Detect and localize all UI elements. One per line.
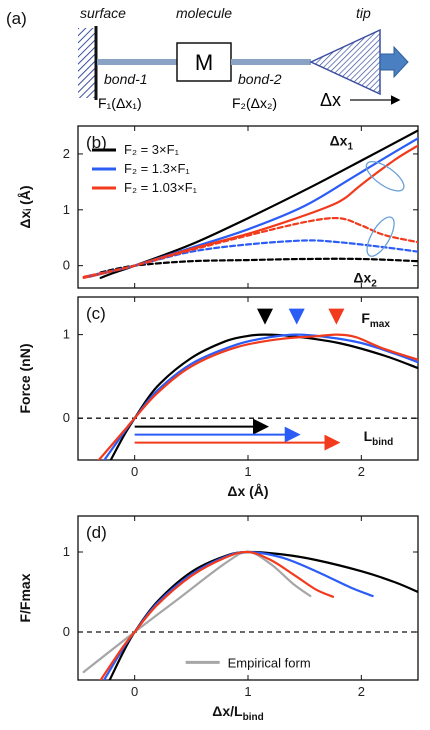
schematic-panel: (a) surface M molecule tip bond-1 bond-2… [6, 5, 409, 111]
x-tick-label: 1 [244, 684, 251, 699]
y-tick-label: 1 [63, 327, 70, 342]
series-line-red [99, 550, 335, 680]
series-group [82, 129, 418, 279]
dx-label: Δx [320, 90, 341, 110]
tip-shape [309, 28, 381, 96]
series-line-red [97, 333, 418, 460]
series-line-red-dashed [82, 216, 418, 278]
y-tick-label: 0 [63, 624, 70, 639]
legend-entry: F₂ = 3×F₁ [124, 142, 180, 157]
y-tick-label: 0 [63, 258, 70, 273]
pull-arrow-icon [379, 45, 409, 79]
chart-panel-c: 0 1 2 0 1 (c) Force (nN) Δx (Å) Fmax Lbind [17, 296, 419, 499]
y-tick-label: 1 [63, 202, 70, 217]
y-axis-label: Δxᵢ (Å) [17, 185, 33, 228]
y-tick-label: 1 [63, 544, 70, 559]
bond-1-line [97, 59, 177, 65]
f2-label: F₂(Δx₂) [232, 95, 277, 111]
legend-entry: F₂ = 1.03×F₁ [124, 180, 198, 195]
annotation-ellipse-dx1 [365, 161, 405, 192]
annotation-ellipse-dx2 [366, 216, 395, 257]
panel-label: (b) [86, 133, 107, 152]
plots: 0 1 2 (b) Δxᵢ (Å) F₂ = 3×F₁ F₂ = 1.3×F₁ F₂ = 1.… [17, 125, 419, 723]
series-line-blue [88, 137, 418, 278]
molecule-m-label: M [195, 50, 213, 75]
y-tick-label: 2 [63, 146, 70, 161]
x-tick-label: 2 [358, 464, 365, 479]
x-tick-label: 0 [131, 464, 138, 479]
bond-2-label: bond-2 [238, 71, 282, 87]
bond-2-line [231, 59, 311, 65]
molecule-label: molecule [176, 5, 232, 21]
series-line-black [109, 333, 418, 460]
y-axis-label: F/Fmax [17, 573, 33, 622]
panel-label: (c) [86, 304, 106, 323]
panel-a-label: (a) [6, 9, 27, 28]
annotation-dx1: Δx1 [330, 133, 354, 153]
x-tick-label: 0 [131, 684, 138, 699]
x-axis-label: Δx/Lbind [212, 703, 263, 723]
x-tick-label: 2 [358, 684, 365, 699]
series-line-black [99, 129, 418, 279]
lbind-label: Lbind [364, 428, 394, 448]
annotation-dx2: Δx2 [353, 269, 377, 289]
y-tick-label: 0 [63, 410, 70, 425]
f1-label: F₁(Δx₁) [98, 95, 142, 111]
surface-hatch [78, 28, 96, 98]
panel-label: (d) [86, 523, 107, 542]
tip-label: tip [356, 5, 371, 21]
y-axis-label: Force (nN) [17, 344, 33, 414]
legend-entry-empirical: Empirical form [228, 655, 311, 670]
series-group [82, 550, 418, 680]
series-line-blue [102, 333, 418, 460]
x-axis-label: Δx (Å) [227, 483, 268, 499]
chart-panel-b: 0 1 2 (b) Δxᵢ (Å) F₂ = 3×F₁ F₂ = 1.3×F₁ F₂ = 1.… [17, 125, 419, 289]
fmax-label: Fmax [361, 310, 390, 330]
surface-label: surface [80, 5, 126, 21]
legend-entry: F₂ = 1.3×F₁ [124, 161, 190, 176]
x-tick-label: 1 [244, 464, 251, 479]
chart-panel-d: 0 1 2 0 1 (d) F/Fmax Δx/Lbind Empirical form [17, 515, 419, 723]
series-group [97, 333, 418, 460]
bond-1-label: bond-1 [104, 71, 148, 87]
